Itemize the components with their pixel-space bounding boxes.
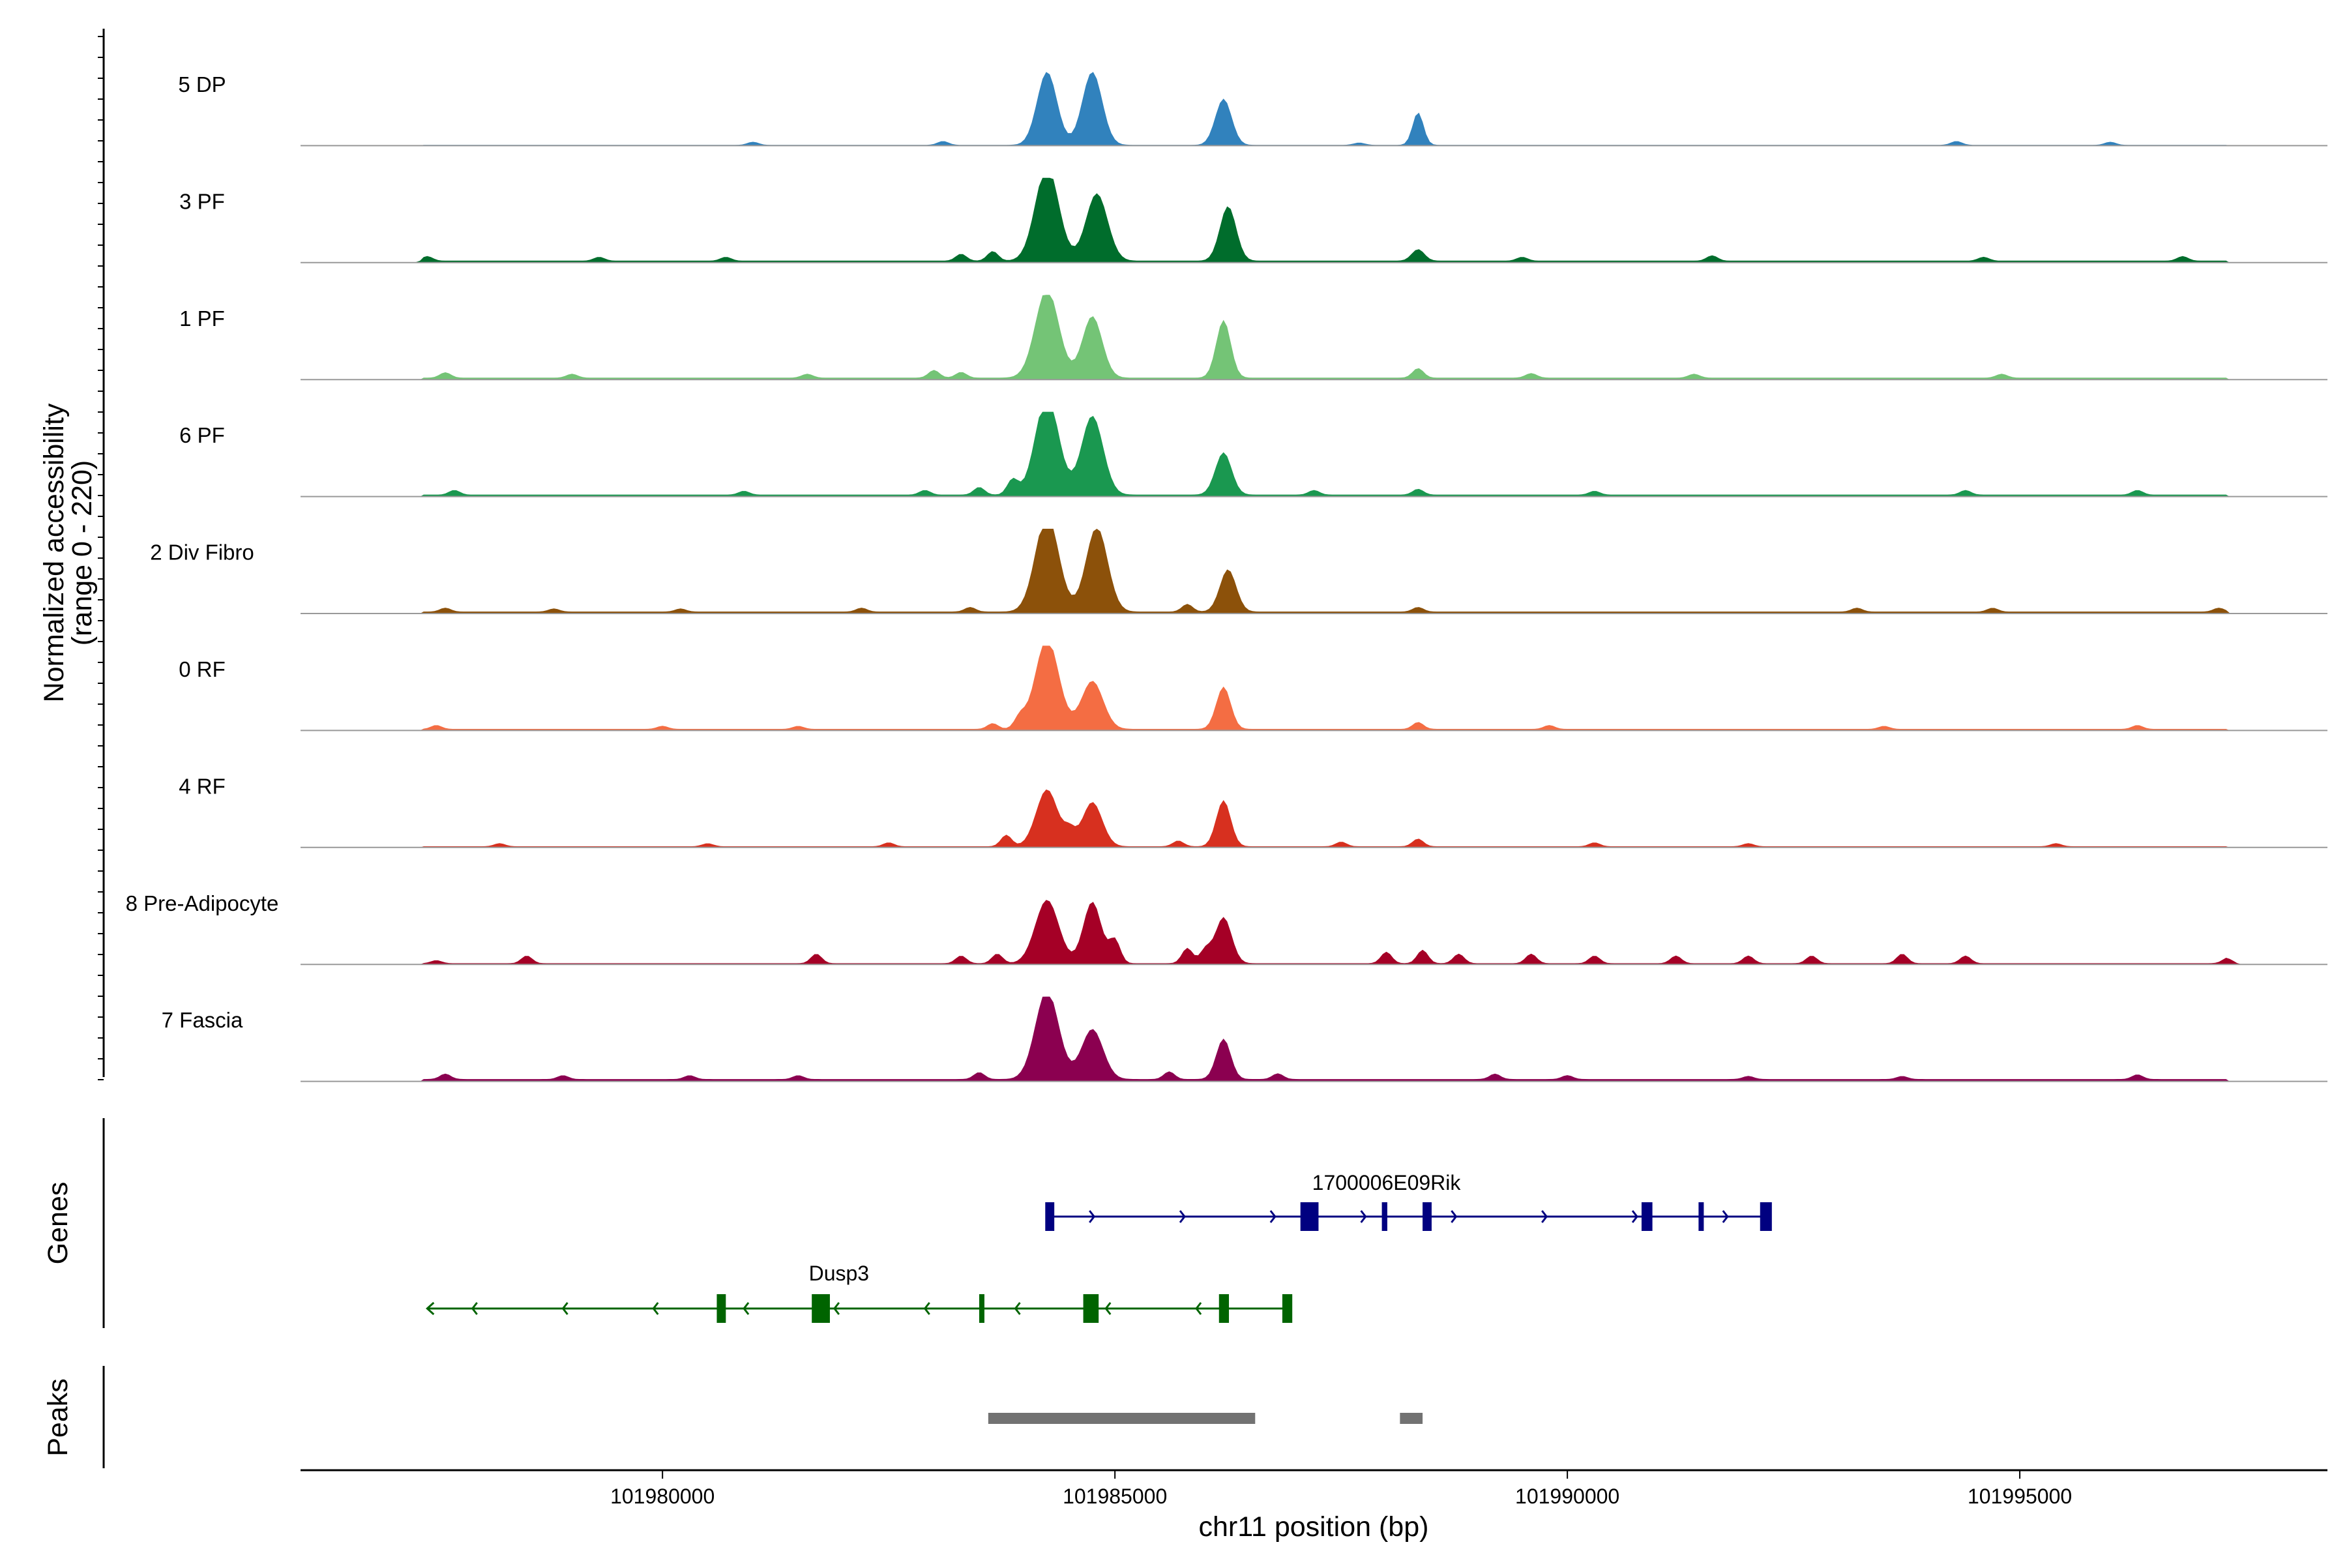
strand-arrow (1195, 1302, 1202, 1315)
strand-arrow (1451, 1210, 1458, 1223)
track-label: 3 PF (179, 189, 225, 213)
x-tick-label: 101990000 (1515, 1485, 1619, 1508)
exon (1423, 1202, 1432, 1231)
peak-region (1400, 1413, 1423, 1424)
y-axis-label: Normalized accessibility (38, 403, 70, 702)
track-label: 7 Fascia (162, 1008, 243, 1032)
coverage-area (301, 411, 2327, 497)
exon (979, 1294, 984, 1323)
tracks-layer: 5 DP 3 PF 1 PF 6 PF 2 Div Fibro 0 RF 4 RF 8 Pre… (126, 72, 2327, 1082)
exon (1760, 1202, 1772, 1231)
exon (716, 1294, 726, 1323)
genes-layer: 1700006E09Rik Dusp3 (426, 1171, 1772, 1323)
strand-arrow (923, 1302, 930, 1315)
strand-arrow (1104, 1302, 1112, 1315)
coverage-area (301, 645, 2327, 731)
gene-Dusp3: Dusp3 (426, 1262, 1293, 1323)
genes-panel-label: Genes (42, 1182, 74, 1265)
coverage-area (301, 295, 2327, 380)
y-axis-label-line2: (range 0 - 220) (66, 460, 98, 645)
strand-arrow (561, 1302, 568, 1315)
track-label: 0 RF (179, 657, 226, 681)
exon (812, 1294, 830, 1323)
gene-label: 1700006E09Rik (1312, 1171, 1462, 1194)
strand-arrow (1269, 1210, 1277, 1223)
track-7: 4 RF (179, 774, 2327, 848)
track-1: 5 DP (178, 72, 2327, 147)
exon (1381, 1202, 1387, 1231)
strand-arrow (1722, 1210, 1729, 1223)
track-label: 8 Pre-Adipocyte (126, 891, 279, 915)
peaks-layer (988, 1413, 1423, 1424)
strand-arrow (1541, 1210, 1548, 1223)
x-tick-label: 101995000 (1968, 1485, 2072, 1508)
track-5: 2 Div Fibro (150, 529, 2327, 614)
strand-arrow (1014, 1302, 1021, 1315)
y-axis-label-line1: Normalized accessibility (38, 403, 70, 702)
exon (1300, 1202, 1319, 1231)
gene-label: Dusp3 (809, 1262, 870, 1285)
peak-region (988, 1413, 1256, 1424)
exon (1698, 1202, 1704, 1231)
x-tick-label: 101980000 (610, 1485, 715, 1508)
exon (1218, 1294, 1230, 1323)
track-2: 3 PF (179, 177, 2327, 263)
track-label: 6 PF (179, 423, 225, 447)
coverage-area (301, 900, 2327, 965)
coverage-area (301, 529, 2327, 614)
strand-arrow (471, 1302, 478, 1315)
peaks-panel-label: Peaks (42, 1378, 74, 1457)
track-label: 5 DP (178, 72, 226, 96)
x-axis-label: chr11 position (bp) (1199, 1511, 1429, 1543)
strand-arrow (1631, 1210, 1638, 1223)
track-label: 1 PF (179, 306, 225, 331)
track-label: 4 RF (179, 774, 226, 798)
strand-arrow (1089, 1210, 1096, 1223)
coverage-area (301, 996, 2327, 1082)
track-6: 0 RF (179, 645, 2327, 732)
exon (1282, 1294, 1293, 1323)
strand-arrow-end (426, 1301, 435, 1316)
axes-layer: Normalized accessibility (range 0 - 220)… (38, 29, 2327, 1543)
coverage-area (301, 789, 2327, 848)
exon (1045, 1202, 1055, 1231)
gene-1700006E09Rik: 1700006E09Rik (1045, 1171, 1772, 1231)
track-3: 1 PF (179, 295, 2327, 381)
track-9: 7 Fascia (162, 996, 2327, 1082)
y-axis-label-range: (range 0 - 220) (66, 460, 98, 645)
strand-arrow (652, 1302, 659, 1315)
track-4: 6 PF (179, 411, 2327, 497)
coverage-area (301, 177, 2327, 263)
strand-arrow (1179, 1210, 1186, 1223)
coverage-area (301, 72, 2327, 146)
strand-arrow (743, 1302, 750, 1315)
strand-arrow (1360, 1210, 1367, 1223)
exon (1641, 1202, 1653, 1231)
track-8: 8 Pre-Adipocyte (126, 891, 2327, 966)
x-tick-label: 101985000 (1063, 1485, 1167, 1508)
strand-arrow (833, 1302, 840, 1315)
exon (1083, 1294, 1099, 1323)
track-label: 2 Div Fibro (150, 540, 254, 565)
